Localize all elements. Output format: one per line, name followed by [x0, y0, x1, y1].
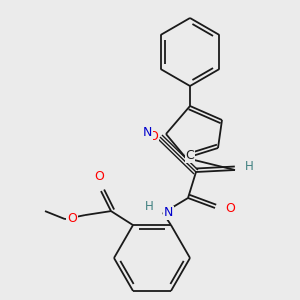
Text: N: N: [142, 127, 152, 140]
Text: O: O: [148, 130, 158, 142]
Text: H: H: [145, 200, 154, 212]
Text: O: O: [67, 212, 77, 225]
Text: O: O: [225, 202, 235, 214]
Text: O: O: [94, 170, 104, 183]
Text: H: H: [245, 160, 254, 172]
Text: C: C: [186, 149, 194, 162]
Text: N: N: [164, 206, 173, 220]
